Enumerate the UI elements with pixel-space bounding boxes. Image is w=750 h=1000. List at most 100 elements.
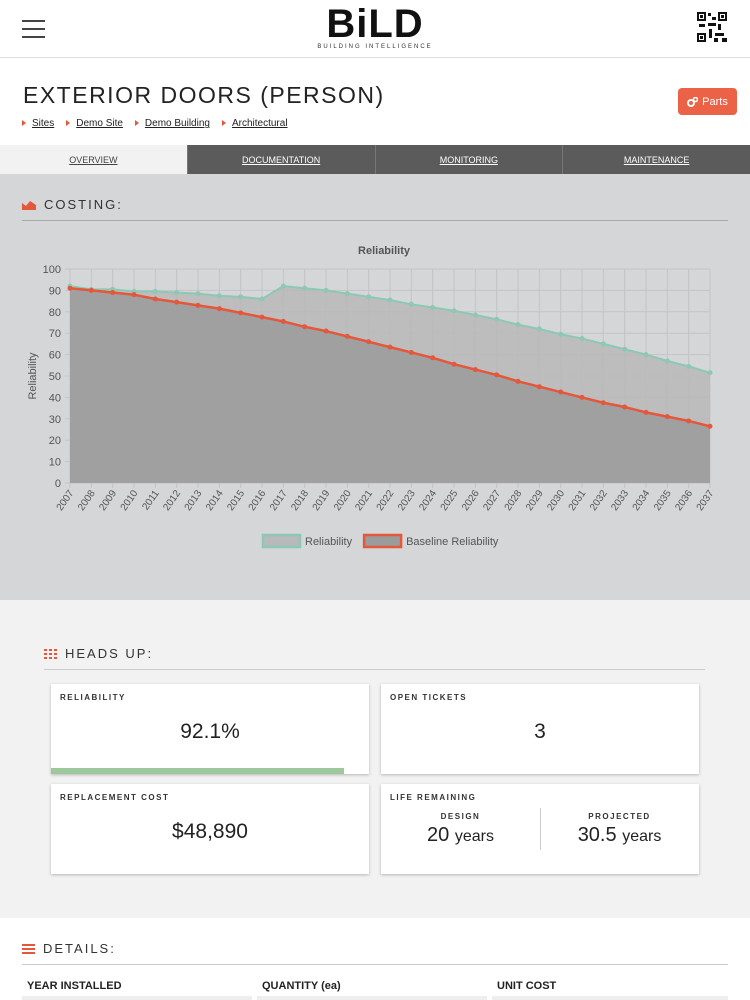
- heading-text: COSTING:: [44, 197, 123, 212]
- section-heading: DETAILS:: [22, 941, 116, 956]
- chart-title: Reliability: [358, 245, 411, 257]
- point: [515, 378, 521, 384]
- point: [622, 404, 628, 410]
- point: [643, 352, 649, 358]
- breadcrumb[interactable]: Sites: [22, 118, 54, 129]
- point: [622, 346, 628, 352]
- y-tick-label: 90: [49, 285, 61, 297]
- x-tick-label: 2025: [439, 488, 461, 513]
- point: [238, 294, 244, 300]
- tickets-card: OPEN TICKETS 3: [381, 684, 699, 774]
- parts-button[interactable]: Parts: [678, 88, 737, 115]
- qr-code[interactable]: [697, 12, 727, 42]
- field: [257, 996, 487, 1000]
- point: [664, 414, 670, 420]
- x-tick-label: 2037: [695, 488, 717, 513]
- x-tick-label: 2033: [609, 488, 631, 513]
- x-tick-label: 2018: [289, 488, 311, 513]
- section-heading: HEADS UP:: [44, 646, 153, 661]
- point: [451, 308, 457, 314]
- y-tick-label: 10: [49, 457, 61, 469]
- legend-label: Reliability: [305, 536, 353, 548]
- x-tick-label: 2028: [503, 488, 525, 513]
- y-tick-label: 40: [49, 392, 61, 404]
- divider: [22, 964, 728, 965]
- point: [174, 299, 180, 305]
- x-tick-label: 2032: [588, 488, 610, 513]
- point: [387, 344, 393, 350]
- point: [494, 316, 500, 322]
- point: [686, 363, 692, 369]
- breadcrumb[interactable]: Demo Site: [66, 118, 123, 129]
- point: [643, 409, 649, 415]
- card-value: $48,890: [172, 820, 248, 843]
- x-tick-label: 2031: [567, 488, 589, 513]
- point: [323, 328, 329, 334]
- x-tick-label: 2011: [140, 488, 162, 512]
- y-tick-label: 60: [49, 350, 61, 362]
- page-title: EXTERIOR DOORS (PERSON): [23, 82, 385, 108]
- logo[interactable]: BiLD: [326, 2, 424, 46]
- field: [492, 996, 728, 1000]
- tab[interactable]: DOCUMENTATION: [186, 145, 375, 174]
- breadcrumb[interactable]: Architectural: [222, 118, 288, 129]
- point: [344, 333, 350, 339]
- breadcrumbs: Sites Demo Site Demo Building Architectu…: [22, 118, 288, 129]
- column-header: QUANTITY (ea): [262, 980, 341, 992]
- tab[interactable]: OVERVIEW: [0, 145, 187, 174]
- x-tick-label: 2013: [183, 488, 205, 513]
- button-label: Parts: [702, 95, 728, 108]
- x-tick-label: 2027: [481, 488, 503, 513]
- x-tick-label: 2009: [97, 488, 119, 513]
- x-tick-label: 2015: [225, 488, 247, 513]
- number: 30.5: [577, 824, 617, 846]
- x-tick-label: 2030: [545, 488, 567, 513]
- y-tick-label: 50: [49, 371, 61, 383]
- costing-section: COSTING: Reliability Reliability 0 10 20 30…: [0, 174, 750, 600]
- x-tick-label: 2010: [119, 488, 141, 513]
- y-tick-label: 70: [49, 328, 61, 340]
- header: BiLD BUILDING INTELLIGENCE: [0, 0, 750, 58]
- y-tick-label: 80: [49, 307, 61, 319]
- sub-value: 20 years: [381, 824, 540, 847]
- point: [472, 312, 478, 318]
- x-tick-label: 2034: [631, 488, 653, 513]
- point: [707, 370, 713, 376]
- legend-label: Baseline Reliability: [406, 536, 499, 548]
- point: [131, 292, 137, 298]
- breadcrumb[interactable]: Demo Building: [135, 118, 210, 129]
- point: [302, 324, 308, 330]
- y-tick-label: 100: [43, 264, 61, 276]
- point: [280, 283, 286, 289]
- card-value: 3: [534, 720, 546, 743]
- projected-life: PROJECTED 30.5 years: [540, 812, 699, 847]
- x-tick-label: 2023: [396, 488, 418, 513]
- card-label: RELIABILITY: [60, 693, 126, 702]
- point: [67, 285, 73, 291]
- point: [558, 331, 564, 337]
- point: [366, 339, 372, 345]
- tab[interactable]: MAINTENANCE: [562, 145, 750, 174]
- point: [152, 288, 158, 294]
- point: [686, 418, 692, 424]
- point: [152, 296, 158, 302]
- menu-icon[interactable]: [22, 20, 45, 38]
- heads-up-section: HEADS UP: RELIABILITY 92.1% OPEN TICKETS…: [0, 600, 750, 918]
- point: [600, 341, 606, 347]
- legend-swatch: [261, 533, 302, 549]
- unit: years: [454, 828, 494, 845]
- divider: [22, 220, 728, 221]
- x-tick-label: 2021: [353, 488, 375, 513]
- point: [259, 314, 265, 320]
- point: [579, 394, 585, 400]
- point: [515, 322, 521, 328]
- point: [366, 294, 372, 300]
- x-tick-label: 2016: [247, 488, 269, 513]
- tab[interactable]: MONITORING: [374, 145, 563, 174]
- legend-swatch: [362, 533, 403, 549]
- heading-text: DETAILS:: [43, 941, 116, 956]
- point: [707, 423, 713, 429]
- column-header: YEAR INSTALLED: [27, 980, 122, 992]
- point: [387, 297, 393, 303]
